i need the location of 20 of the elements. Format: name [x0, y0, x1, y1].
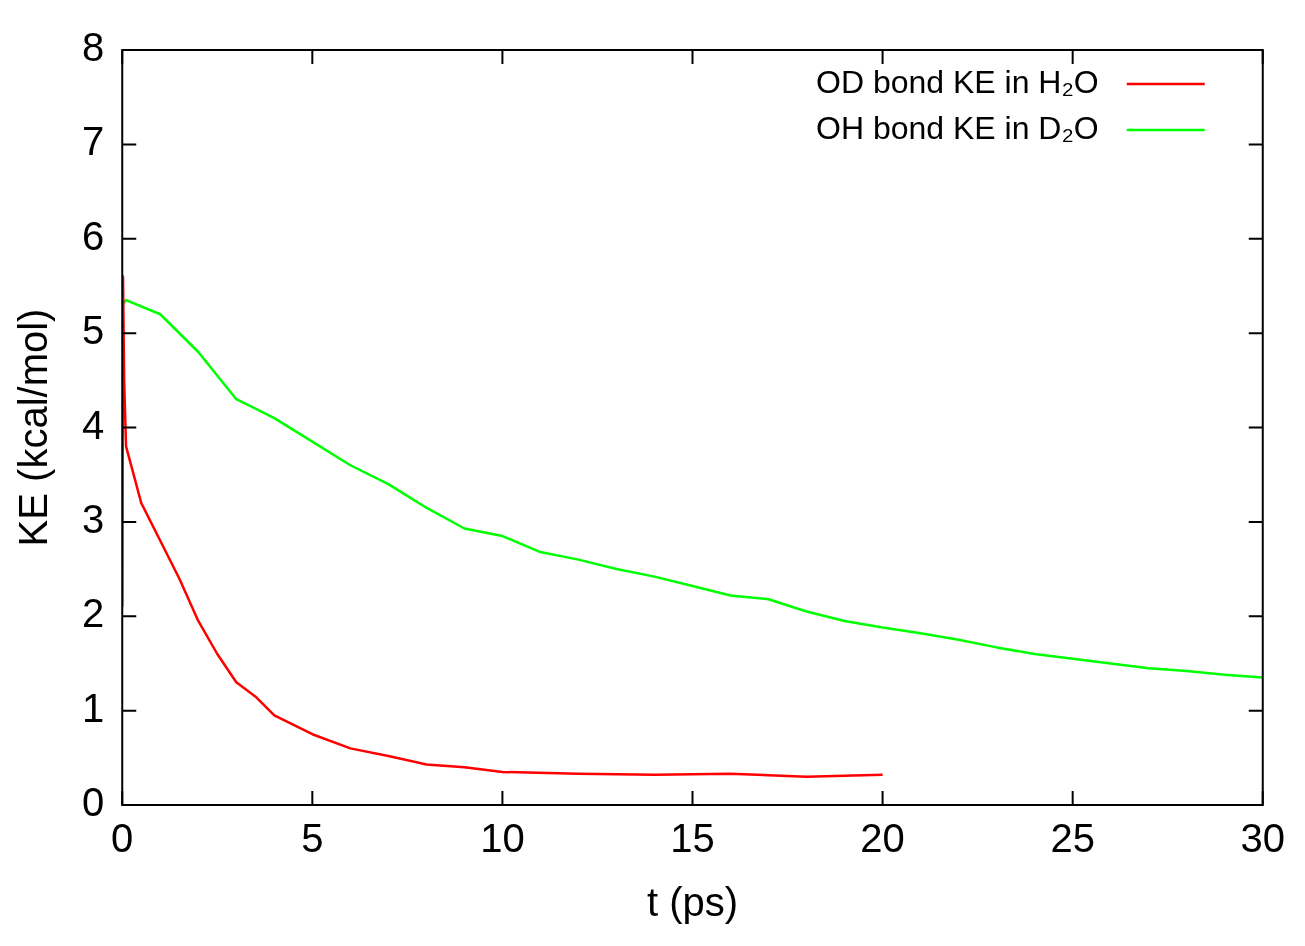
y-tick-label: 7 [82, 119, 105, 164]
y-tick-label: 6 [82, 213, 105, 258]
y-tick-label: 8 [82, 25, 105, 70]
y-tick-label: 0 [82, 780, 105, 825]
y-axis-title: KE (kcal/mol) [11, 308, 56, 547]
y-tick-label: 5 [82, 308, 105, 353]
y-tick-label: 2 [82, 591, 105, 636]
x-tick-label: 20 [860, 816, 905, 861]
x-axis-title: t (ps) [646, 880, 739, 925]
x-tick-label: 15 [670, 816, 715, 861]
x-tick-label: 25 [1050, 816, 1095, 861]
x-tick-label: 5 [301, 816, 324, 861]
x-tick-label: 30 [1240, 816, 1285, 861]
x-tick-label: 10 [480, 816, 525, 861]
y-tick-label: 3 [82, 496, 105, 541]
y-tick-label: 4 [82, 402, 105, 447]
legend-label: OH bond KE in D₂O [815, 109, 1099, 146]
legend-label: OD bond KE in H₂O [815, 63, 1099, 100]
y-tick-label: 1 [82, 685, 105, 730]
x-tick-label: 0 [111, 816, 134, 861]
